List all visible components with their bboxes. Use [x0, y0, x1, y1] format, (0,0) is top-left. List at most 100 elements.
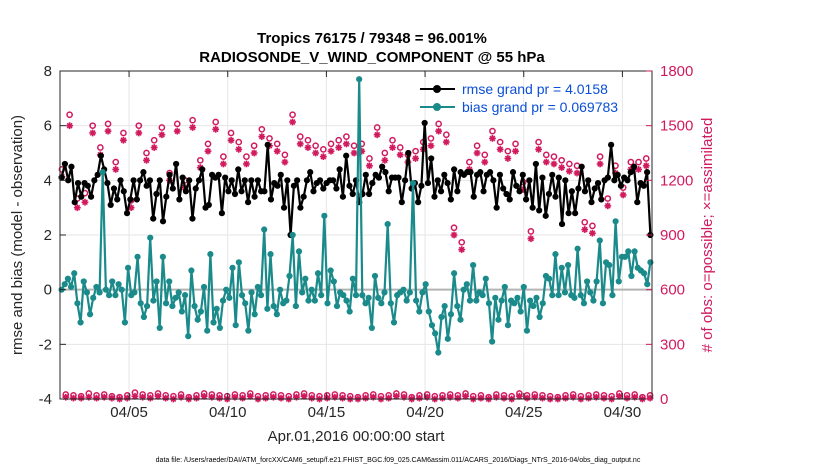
rmse-point	[486, 169, 494, 176]
rmse-point	[480, 188, 487, 195]
bias-point	[511, 300, 518, 307]
possible-obs-marker	[135, 122, 143, 130]
rmse-point	[280, 204, 288, 211]
y-axis-left-label: rmse and bias (model - observation)	[9, 115, 26, 355]
rmse-point	[617, 182, 625, 189]
assimilated-obs-marker	[623, 394, 631, 402]
assimilated-obs-marker	[104, 127, 112, 135]
assimilated-obs-marker	[189, 124, 197, 131]
bias-point	[242, 300, 249, 307]
bias-point	[577, 292, 584, 299]
assimilated-obs-marker	[381, 156, 389, 164]
assimilated-obs-marker	[277, 394, 285, 402]
bias-point	[131, 289, 138, 296]
rmse-point	[588, 199, 595, 206]
rmse-point	[65, 177, 72, 184]
bias-point	[406, 289, 413, 296]
rmse-point	[231, 190, 239, 198]
bias-point	[438, 313, 445, 321]
bias-point	[647, 259, 654, 266]
assimilated-obs-marker	[227, 136, 235, 144]
rmse-point	[68, 163, 75, 170]
rmse-point	[552, 193, 559, 200]
bias-point	[121, 319, 128, 326]
bias-point	[318, 292, 325, 299]
possible-obs-marker	[66, 111, 73, 119]
possible-obs-marker	[412, 147, 419, 155]
rmse-point	[166, 171, 173, 178]
assimilated-obs-marker	[458, 246, 466, 253]
bias-point	[267, 251, 274, 258]
bias-point	[254, 283, 261, 291]
rmse-point	[137, 177, 144, 184]
bias-point	[273, 311, 280, 318]
rmse-point	[264, 141, 271, 148]
rmse-point	[182, 188, 190, 195]
bias-point	[330, 278, 337, 285]
bias-point	[362, 300, 369, 307]
bias-point	[454, 302, 461, 310]
assimilated-obs-marker	[435, 127, 443, 135]
bias-point	[644, 281, 651, 288]
data-file-footnote: data file: /Users/raeder/DAI/ATM_forcXX/…	[156, 457, 641, 464]
rmse-point	[195, 177, 203, 184]
assimilated-obs-marker	[442, 138, 450, 146]
bias-point	[514, 294, 521, 301]
rmse-point	[437, 188, 445, 195]
x-tick-label: 04/10	[209, 404, 247, 421]
rmse-point	[159, 218, 167, 225]
bias-point	[172, 294, 179, 301]
rmse-point	[634, 199, 641, 206]
rmse-point	[549, 171, 556, 178]
assimilated-obs-marker	[550, 160, 558, 168]
rmse-point	[251, 193, 258, 200]
assimilated-obs-marker	[635, 166, 642, 173]
bias-point	[109, 278, 116, 285]
bias-point	[555, 292, 562, 299]
possible-obs-marker	[373, 124, 381, 131]
bias-point	[416, 308, 423, 315]
rmse-point	[591, 185, 598, 192]
rmse-point	[608, 141, 615, 148]
assimilated-obs-marker	[362, 394, 370, 402]
assimilated-obs-marker	[439, 394, 446, 402]
bias-point	[229, 264, 236, 271]
bias-point	[93, 283, 100, 291]
rmse-point	[117, 177, 124, 184]
possible-obs-marker	[89, 122, 97, 130]
bias-point	[422, 281, 429, 288]
possible-obs-marker	[481, 151, 489, 159]
rmse-point	[91, 177, 98, 184]
rmse-point	[71, 199, 78, 206]
bias-point	[102, 286, 110, 293]
rmse-point	[290, 182, 297, 189]
bias-point	[390, 319, 398, 326]
x-tick-label: 04/30	[604, 404, 642, 421]
bias-point	[473, 297, 480, 304]
bias-point	[609, 292, 616, 299]
bias-point	[99, 169, 106, 176]
rmse-point	[447, 196, 454, 203]
rmse-point	[97, 152, 104, 159]
bias-point	[308, 286, 315, 293]
rmse-point	[333, 185, 340, 192]
possible-obs-marker	[189, 116, 196, 124]
rmse-point	[454, 188, 461, 195]
rmse-point	[254, 177, 261, 184]
possible-obs-marker	[281, 151, 289, 159]
rmse-point	[192, 185, 199, 192]
bias-point	[489, 338, 496, 345]
bias-point	[356, 76, 363, 83]
bias-point	[606, 261, 613, 269]
y-right-tick-label: 1500	[660, 118, 693, 135]
bias-point	[463, 281, 470, 288]
possible-obs-marker	[581, 218, 589, 226]
bias-point	[200, 283, 208, 291]
possible-obs-marker	[273, 140, 281, 148]
rmse-point	[529, 204, 536, 211]
rmse-point	[307, 169, 314, 176]
assimilated-obs-marker	[262, 394, 270, 402]
assimilated-obs-marker	[389, 144, 396, 151]
legend-bias-label: bias grand pr = 0.069783	[462, 99, 618, 115]
possible-obs-marker	[642, 155, 650, 162]
